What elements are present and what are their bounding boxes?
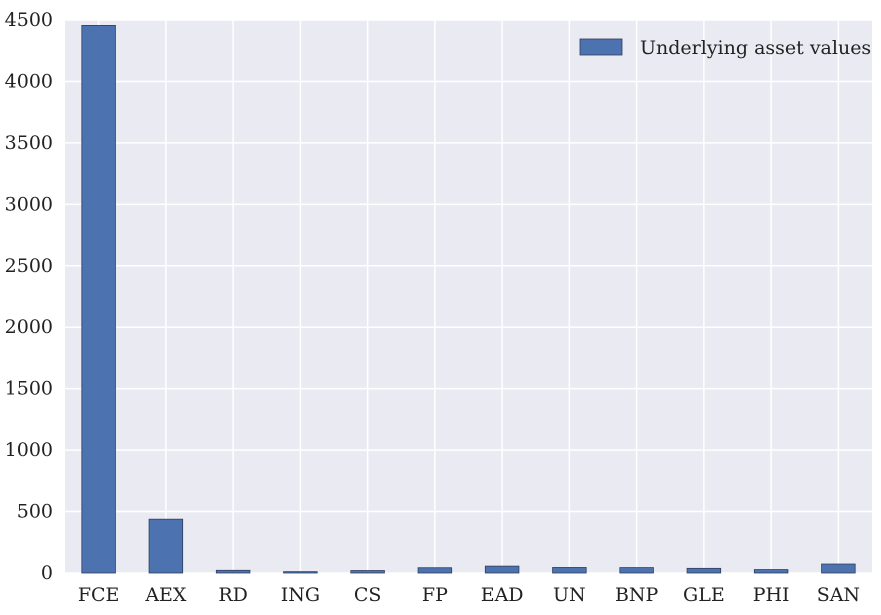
bar-un [552,567,587,574]
x-tick-label: RD [218,584,248,606]
x-tick-label: CS [354,584,382,606]
x-tick-label: AEX [144,584,187,606]
x-axis-tick-labels: FCE AEX RD ING CS FP EAD UN BNP GLE PHI SAN [78,584,860,606]
x-tick-label: ING [281,584,320,606]
x-tick-label: UN [553,584,586,606]
x-tick-label: BNP [615,584,659,606]
y-tick-label: 4500 [5,9,53,31]
y-tick-label: 2500 [5,255,53,277]
x-tick-label: SAN [817,584,860,606]
bar-fp [417,567,453,574]
y-tick-label: 2000 [5,316,53,338]
x-tick-label: FP [422,584,448,606]
legend: Underlying asset values [579,37,871,59]
x-tick-label: EAD [481,584,524,606]
bar-aex [148,518,184,574]
x-tick-label: PHI [753,584,790,606]
bar-san [821,563,856,574]
plot-area [65,20,872,573]
bar-bnp [619,567,654,574]
bar-gle [686,567,722,574]
y-axis-tick-labels: 0 500 1000 1500 2000 2500 3000 3500 4000 4500 [5,9,53,584]
y-tick-label: 3000 [5,193,53,215]
y-tick-label: 500 [17,501,53,523]
legend-swatch [579,38,623,56]
legend-label: Underlying asset values [640,37,871,59]
bar-cs [350,570,385,574]
bar-ing [283,571,318,574]
bar-phi [753,569,789,574]
y-tick-label: 0 [41,562,53,584]
y-tick-label: 1000 [5,439,53,461]
y-tick-label: 1500 [5,378,53,400]
bar-fce [81,25,116,574]
x-tick-label: GLE [683,584,725,606]
y-tick-label: 3500 [5,132,53,154]
y-tick-label: 4000 [5,70,53,92]
bars [81,25,856,574]
bar-rd [215,569,251,574]
x-tick-label: FCE [78,584,120,606]
bar-ead [484,565,520,574]
